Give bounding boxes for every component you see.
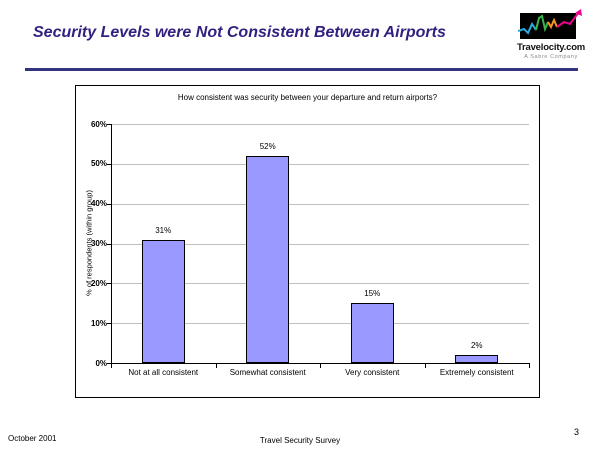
y-tick-mark bbox=[107, 283, 111, 285]
x-axis-line bbox=[111, 363, 530, 364]
logo-name: Travelocity.com bbox=[516, 42, 586, 53]
y-tick-mark bbox=[107, 163, 111, 165]
y-tick-mark bbox=[107, 203, 111, 205]
bar-value-label: 52% bbox=[259, 141, 276, 151]
bar bbox=[246, 155, 290, 363]
logo-tagline: A Sabre Company bbox=[524, 54, 578, 60]
x-category-label: Not at all consistent bbox=[128, 368, 199, 377]
chart-title: How consistent was security between your… bbox=[177, 93, 438, 102]
slide-title: Security Levels were Not Consistent Betw… bbox=[33, 24, 446, 41]
bar-value-label: 2% bbox=[470, 341, 483, 351]
gridline bbox=[112, 203, 529, 205]
bar bbox=[350, 303, 394, 363]
gridline bbox=[112, 124, 529, 125]
travelocity-logo-icon bbox=[518, 9, 582, 39]
y-tick-label: 30% bbox=[90, 239, 107, 248]
footer-date: October 2001 bbox=[8, 434, 57, 443]
bar-value-label: 31% bbox=[155, 225, 172, 235]
y-tick-label: 10% bbox=[90, 318, 107, 328]
x-tick-mark bbox=[111, 364, 112, 368]
gridline bbox=[112, 323, 529, 325]
y-axis-line bbox=[111, 124, 112, 363]
plot-area: 0% 10% 20% 30% 40% 50% 60% 31% Not at all consis… bbox=[76, 86, 539, 397]
y-tick-mark bbox=[107, 124, 111, 125]
bar bbox=[455, 355, 499, 363]
y-tick-mark bbox=[107, 363, 111, 364]
y-tick-label: 50% bbox=[90, 159, 107, 169]
x-category-label: Very consistent bbox=[345, 368, 400, 377]
x-tick-mark bbox=[215, 364, 217, 368]
chart-frame: How consistent was security between your… bbox=[75, 85, 540, 398]
gridline bbox=[112, 163, 529, 165]
title-divider bbox=[25, 68, 578, 71]
y-tick-label: 40% bbox=[90, 199, 107, 209]
y-tick-label: 60% bbox=[90, 119, 107, 129]
gridline bbox=[112, 283, 529, 285]
travelocity-logo: Travelocity.com A Sabre Company bbox=[516, 6, 586, 60]
x-tick-mark bbox=[529, 364, 530, 368]
gridline bbox=[112, 243, 529, 245]
x-tick-mark bbox=[320, 364, 321, 368]
x-category-label: Extremely consistent bbox=[439, 368, 514, 377]
y-tick-mark bbox=[107, 323, 111, 325]
y-tick-mark bbox=[107, 243, 111, 245]
x-category-label: Somewhat consistent bbox=[229, 368, 306, 377]
page-number: 3 bbox=[574, 427, 580, 437]
bar bbox=[141, 239, 185, 363]
x-tick-mark bbox=[424, 364, 426, 368]
y-tick-label: 0% bbox=[95, 358, 107, 368]
bar-value-label: 15% bbox=[364, 289, 381, 299]
y-tick-label: 20% bbox=[90, 278, 107, 288]
footer-survey-name: Travel Security Survey bbox=[259, 436, 341, 445]
